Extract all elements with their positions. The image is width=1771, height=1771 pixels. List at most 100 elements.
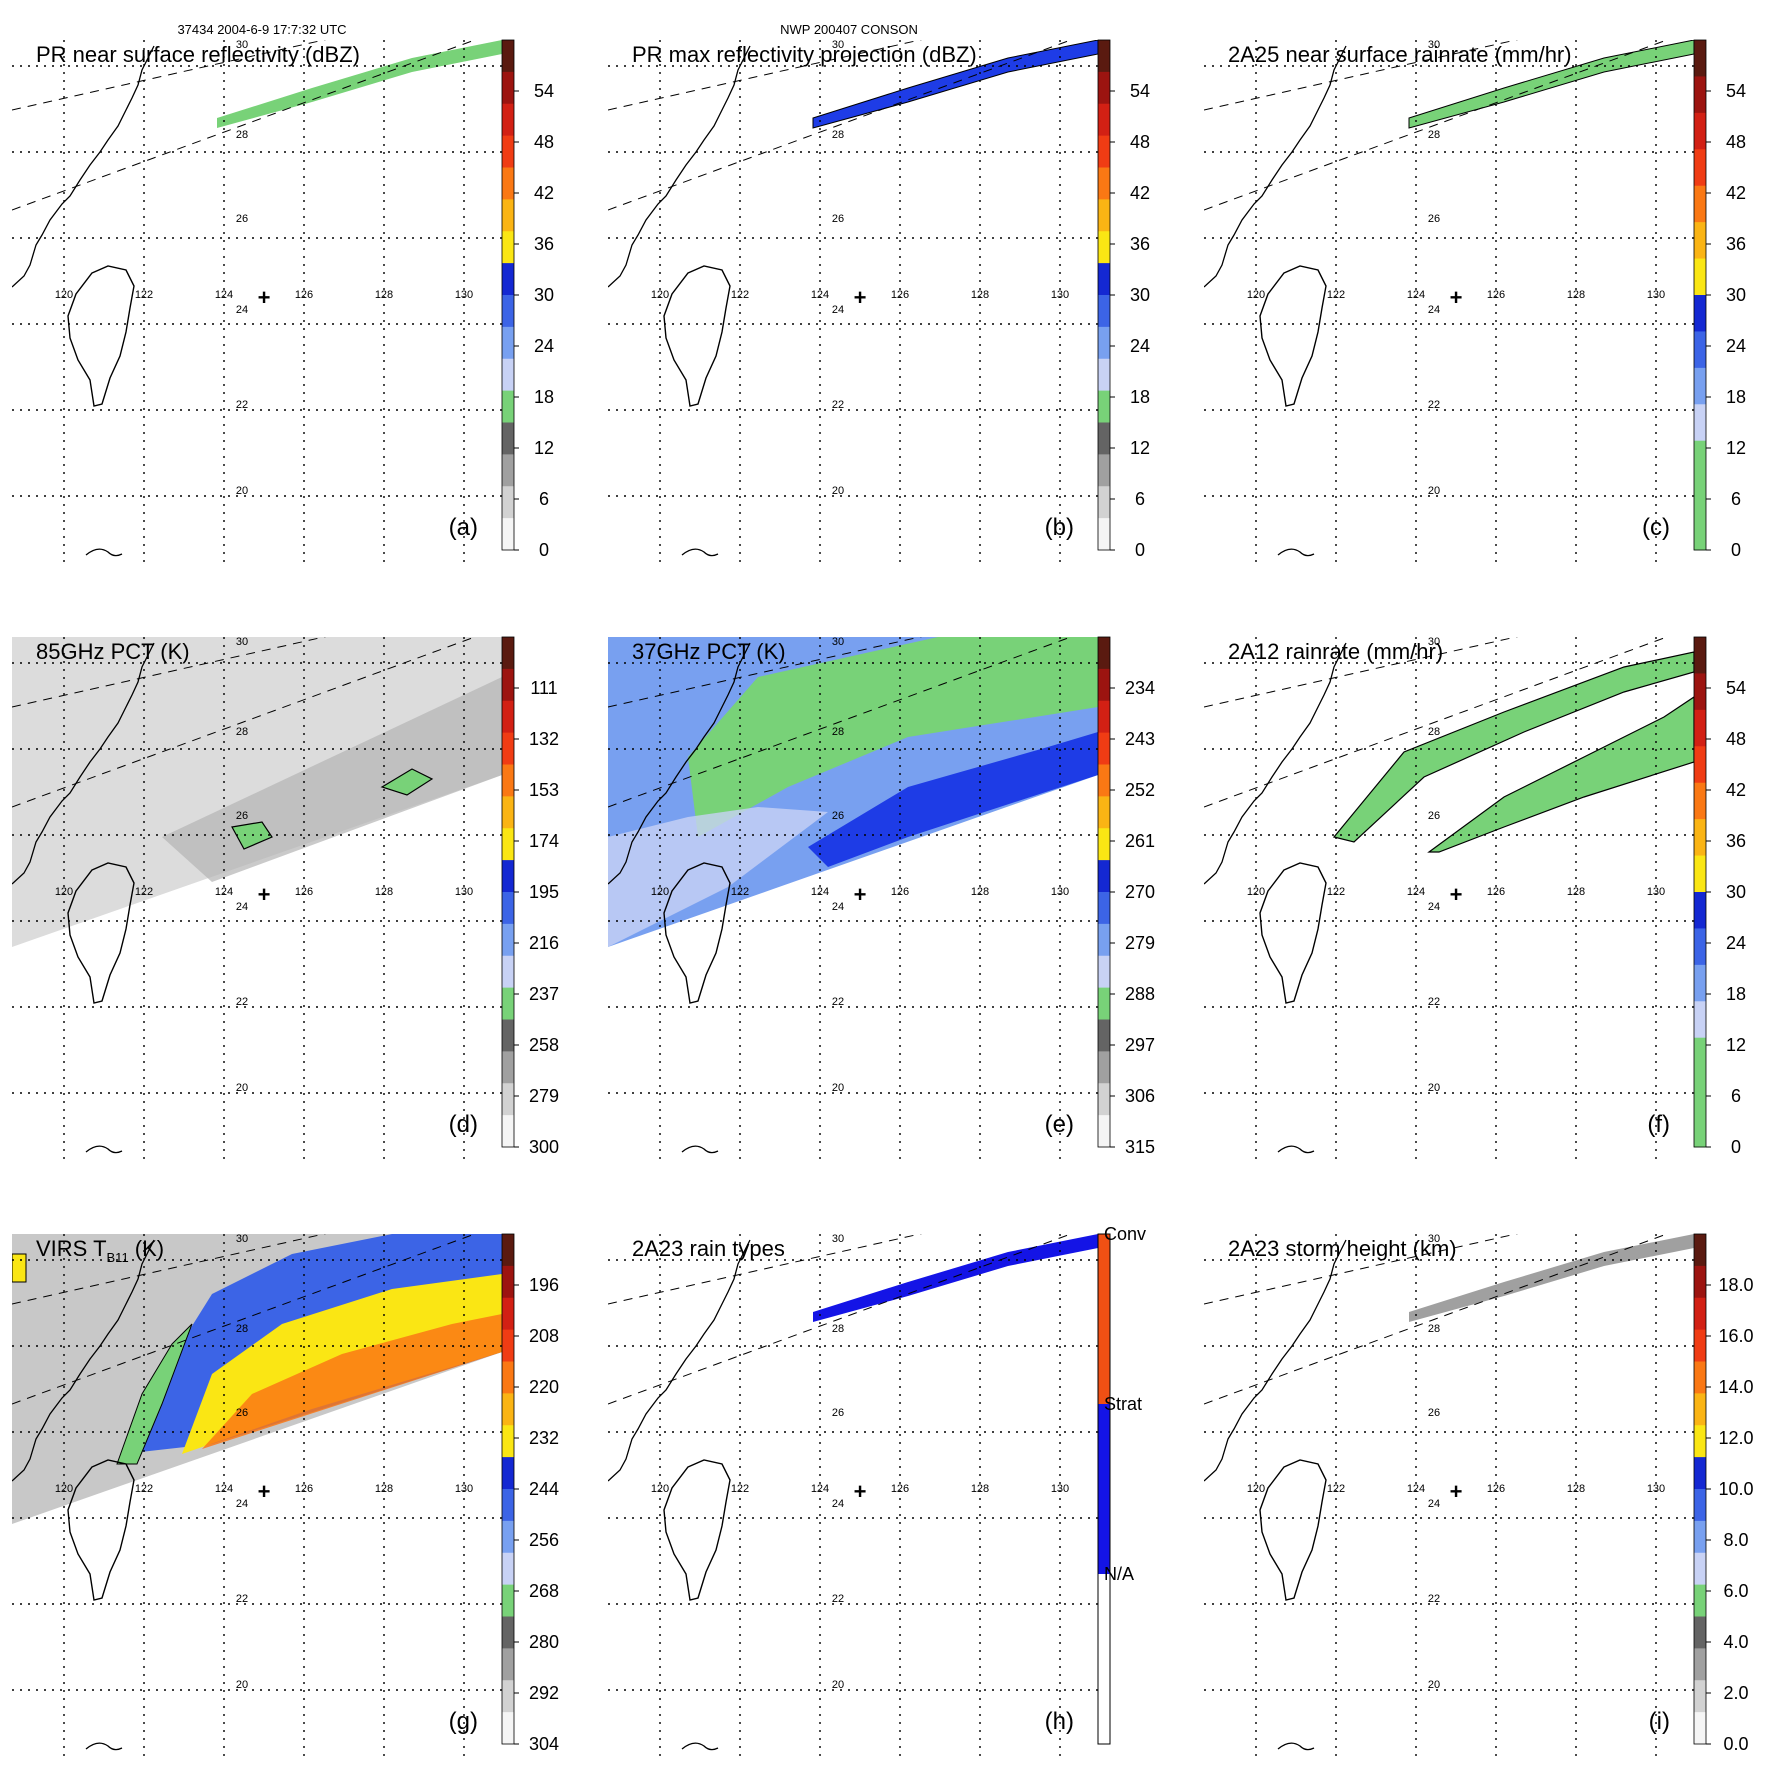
latitude-label: 26 <box>832 213 844 225</box>
luzon-coastline <box>681 548 719 557</box>
storm-center-marker: + <box>1450 882 1463 907</box>
latitude-label: 26 <box>1428 1407 1440 1419</box>
latitude-label: 26 <box>1428 810 1440 822</box>
taiwan-coastline <box>1259 862 1327 1004</box>
colorbar-segment <box>1098 518 1110 551</box>
colorbar-segment <box>1098 700 1110 734</box>
pct37-light-band <box>608 807 828 947</box>
colorbar-segment <box>502 199 514 232</box>
colorbar-segment <box>1098 1115 1110 1148</box>
colorbar-segment <box>1694 1584 1706 1617</box>
colorbar-segment <box>502 1234 514 1267</box>
swath-edge-line <box>608 40 923 111</box>
latitude-label: 24 <box>832 901 844 913</box>
latitude-label: 30 <box>236 39 248 51</box>
latitude-label: 26 <box>832 810 844 822</box>
longitude-label: 126 <box>891 1483 909 1495</box>
latitude-label: 26 <box>236 213 248 225</box>
colorbar-segment <box>502 828 514 861</box>
colorbar-segment <box>502 700 514 734</box>
colorbar-tick-label: Conv <box>1104 1224 1146 1244</box>
colorbar-tick-label: 42 <box>1726 183 1746 203</box>
longitude-label: 120 <box>651 886 669 898</box>
colorbar-tick-label: 6 <box>1135 489 1145 509</box>
panel-letter: (d) <box>449 1111 478 1138</box>
colorbar-segment <box>502 40 514 73</box>
colorbar-tick-label: Strat <box>1104 1394 1142 1414</box>
colorbar-segment <box>1098 167 1110 200</box>
panel-title-subscript: B11 <box>107 1250 129 1265</box>
latitude-label: 26 <box>832 1407 844 1419</box>
latitude-label: 26 <box>236 1407 248 1419</box>
longitude-label: 126 <box>295 886 313 898</box>
colorbar-segment <box>502 167 514 200</box>
colorbar-tick-label: 111 <box>530 678 557 698</box>
storm-center-marker: + <box>258 882 271 907</box>
luzon-coastline <box>681 1742 719 1751</box>
china-coastline <box>12 1239 155 1482</box>
longitude-label: 126 <box>295 289 313 301</box>
colorbar-tick-label: 232 <box>529 1428 559 1448</box>
colorbar-segment <box>1694 637 1706 674</box>
colorbar-segment <box>1694 1074 1706 1112</box>
latitude-label: 30 <box>1428 636 1440 648</box>
latitude-label: 28 <box>832 129 844 141</box>
colorbar-segment <box>502 860 514 893</box>
colorbar-segment <box>502 1051 514 1084</box>
colorbar-tick-label: 132 <box>529 729 559 749</box>
colorbar-segment <box>1694 1712 1706 1745</box>
virs-corner-cloud <box>12 1253 27 1283</box>
latitude-label: 26 <box>1428 213 1440 225</box>
luzon-coastline <box>85 1145 123 1154</box>
colorbar-tick-label: 12.0 <box>1718 1428 1753 1448</box>
latitude-label: 22 <box>236 1593 248 1605</box>
colorbar <box>501 636 519 1148</box>
colorbar-tick-label: 234 <box>1125 678 1155 698</box>
swath-edge-line <box>1204 1234 1669 1405</box>
colorbar-tick-label: 252 <box>1125 780 1155 800</box>
latitude-label: 22 <box>236 399 248 411</box>
colorbar-tick-label: 48 <box>1130 132 1150 152</box>
colorbar-segment <box>1098 1404 1110 1574</box>
colorbar-tick-label: 297 <box>1125 1035 1155 1055</box>
colorbar-segment <box>1098 987 1110 1020</box>
colorbar-tick-label: 42 <box>534 183 554 203</box>
colorbar-segment <box>1098 358 1110 392</box>
longitude-label: 122 <box>135 1483 153 1495</box>
colorbar-segment <box>1694 222 1706 260</box>
latitude-label: 22 <box>832 1593 844 1605</box>
colorbar-segment <box>1694 1001 1706 1039</box>
colorbar-segment <box>1694 819 1706 857</box>
swath-edge-line <box>608 637 923 708</box>
colorbar-segment <box>1694 185 1706 223</box>
colorbar-tick-label: 42 <box>1726 780 1746 800</box>
colorbar-tick-label: 0 <box>1731 540 1741 560</box>
latitude-label: 22 <box>1428 399 1440 411</box>
swath-edge-line <box>1204 1234 1519 1305</box>
colorbar-tick-label: 8.0 <box>1723 1530 1748 1550</box>
panel-title: 2A23 storm height (km) <box>1228 1236 1457 1261</box>
latitude-label: 24 <box>236 304 248 316</box>
colorbar-segment <box>1098 326 1110 360</box>
colorbar-segment <box>502 1329 514 1362</box>
colorbar-tick-label: 48 <box>534 132 554 152</box>
colorbar-tick-label: 216 <box>529 933 559 953</box>
virs-green-edge <box>116 1323 193 1465</box>
colorbar-tick-label: 196 <box>529 1275 559 1295</box>
panel-letter: (e) <box>1045 1111 1074 1138</box>
colorbar-segment <box>502 422 514 455</box>
latitude-label: 28 <box>1428 129 1440 141</box>
latitude-label: 28 <box>236 1323 248 1335</box>
orbit-time-header: 37434 2004-6-9 17:7:32 UTC <box>177 22 346 37</box>
latitude-label: 30 <box>832 1233 844 1245</box>
storm-center-marker: + <box>854 1479 867 1504</box>
latitude-label: 28 <box>1428 726 1440 738</box>
longitude-label: 120 <box>1247 289 1265 301</box>
longitude-label: 124 <box>811 886 829 898</box>
longitude-label: 122 <box>1327 289 1345 301</box>
colorbar-tick-label: 24 <box>1130 336 1150 356</box>
latitude-label: 30 <box>1428 39 1440 51</box>
swath-edge-line <box>12 637 327 708</box>
colorbar-segment <box>1098 1574 1110 1744</box>
swath-edge-line <box>12 40 327 111</box>
